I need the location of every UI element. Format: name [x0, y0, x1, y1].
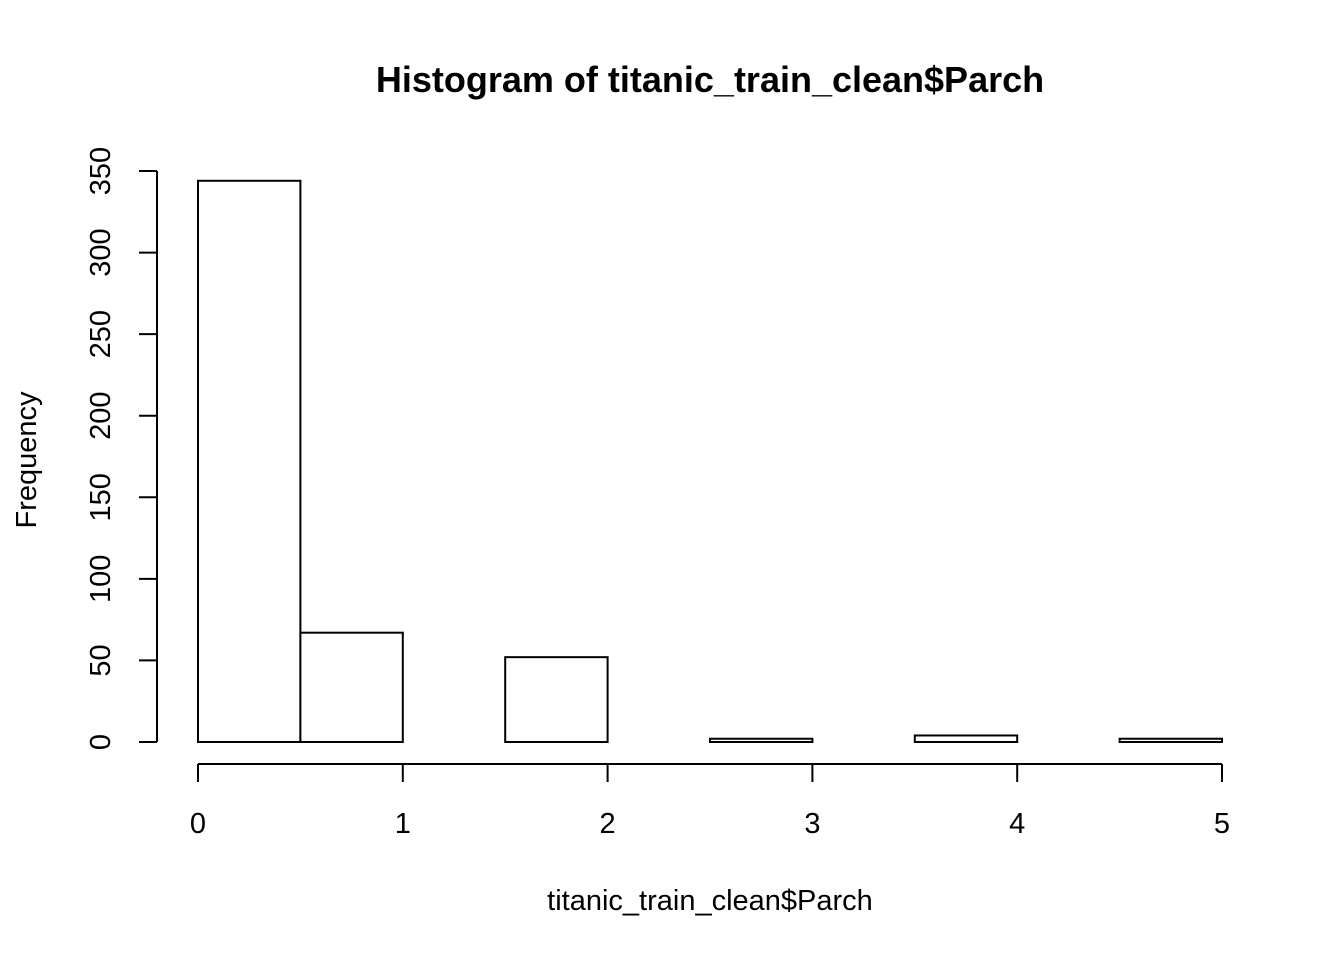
y-tick-label-5: 250: [85, 310, 117, 358]
x-tick-label-5: 5: [1214, 808, 1230, 840]
x-tick-label-4: 4: [1009, 808, 1025, 840]
histogram-bar-0: [197, 179, 302, 743]
chart-title: Histogram of titanic_train_clean$Parch: [376, 59, 1044, 100]
y-tick-label-7: 350: [85, 147, 117, 195]
y-tick-label-6: 300: [85, 228, 117, 276]
x-tick-label-1: 1: [395, 808, 411, 840]
x-tick-label-0: 0: [190, 808, 206, 840]
histogram-bar-1: [299, 631, 404, 743]
y-tick-label-0: 0: [85, 734, 117, 750]
histogram-bar-7: [913, 734, 1019, 744]
bars-group: [197, 179, 1223, 744]
histogram-bar-9: [1118, 737, 1223, 743]
y-tick-label-1: 50: [85, 644, 117, 676]
y-tick-label-2: 100: [85, 555, 117, 603]
x-tick-label-2: 2: [600, 808, 616, 840]
y-tick-label-4: 200: [85, 392, 117, 440]
y-tick-label-3: 150: [85, 473, 117, 521]
histogram-bar-5: [709, 737, 814, 743]
y-axis: 0 50 100 150 200 250 300 350: [85, 147, 158, 750]
x-tick-label-3: 3: [804, 808, 820, 840]
x-axis-label: titanic_train_clean$Parch: [547, 885, 873, 917]
histogram-bar-3: [504, 656, 609, 743]
y-axis-label: Frequency: [11, 391, 43, 529]
x-axis: 0 1 2 3 4 5: [190, 763, 1230, 840]
